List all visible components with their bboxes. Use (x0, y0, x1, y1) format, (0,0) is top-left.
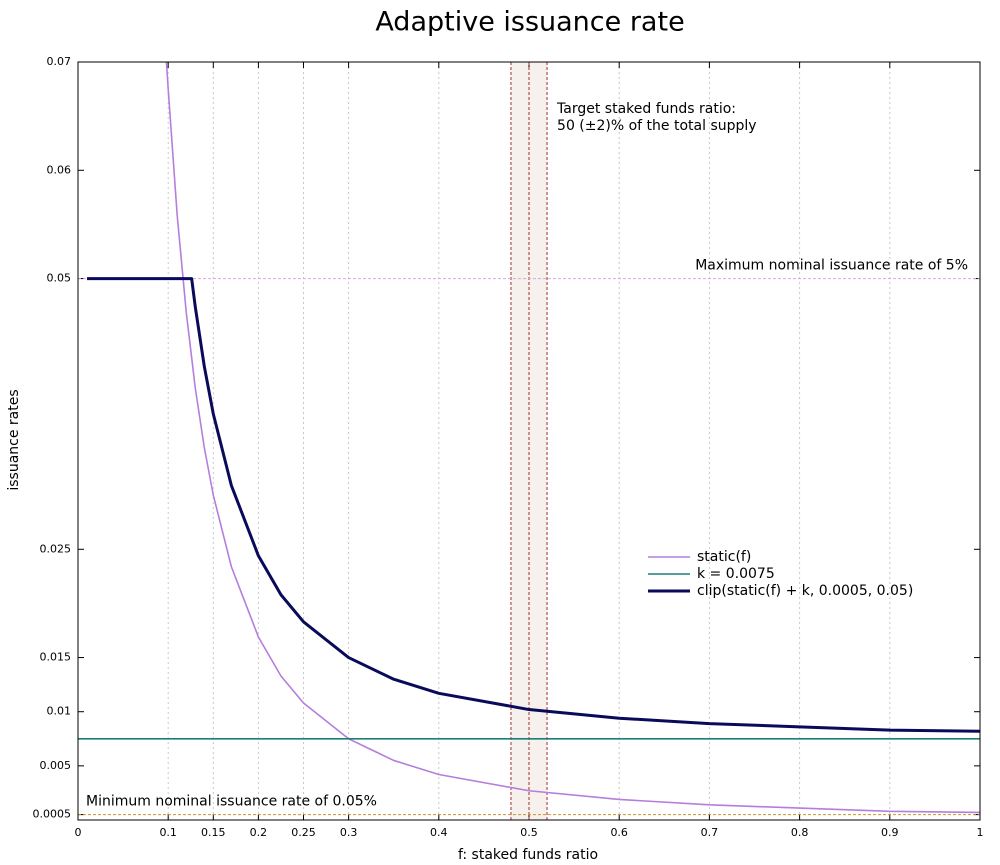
x-tick-label: 0.6 (610, 826, 628, 839)
target-annotation: 50 (±2)% of the total supply (557, 118, 757, 134)
x-tick-label: 0.25 (291, 826, 316, 839)
legend-label: k = 0.0075 (697, 566, 775, 582)
x-tick-label: 0 (75, 826, 82, 839)
x-tick-label: 0.7 (701, 826, 719, 839)
x-tick-label: 0.15 (201, 826, 226, 839)
x-tick-label: 0.8 (791, 826, 809, 839)
chart-title: Adaptive issuance rate (375, 7, 684, 38)
y-axis-label: issuance rates (6, 389, 22, 490)
reference-annotation: Maximum nominal issuance rate of 5% (695, 258, 968, 274)
x-tick-label: 0.2 (250, 826, 268, 839)
y-tick-label: 0.015 (40, 651, 72, 664)
x-axis-label: f: staked funds ratio (458, 847, 598, 863)
reference-annotation: Minimum nominal issuance rate of 0.05% (86, 794, 377, 810)
y-tick-label: 0.025 (40, 542, 72, 555)
x-tick-label: 0.9 (881, 826, 899, 839)
legend-label: clip(static(f) + k, 0.0005, 0.05) (697, 583, 913, 599)
target-annotation: Target staked funds ratio: (556, 101, 736, 117)
y-tick-label: 0.0005 (33, 808, 72, 821)
plot-frame (77, 61, 981, 821)
x-tick-label: 1 (977, 826, 984, 839)
x-tick-label: 0.1 (159, 826, 177, 839)
x-tick-label: 0.3 (340, 826, 358, 839)
y-tick-label: 0.07 (47, 55, 72, 68)
y-tick-label: 0.01 (47, 705, 72, 718)
y-tick-label: 0.06 (47, 163, 72, 176)
series-line (165, 61, 981, 814)
x-tick-label: 0.4 (430, 826, 448, 839)
series-line (87, 277, 981, 733)
y-tick-label: 0.05 (47, 272, 72, 285)
legend-label: static(f) (697, 549, 751, 565)
y-tick-label: 0.005 (40, 759, 72, 772)
x-tick-label: 0.5 (520, 826, 538, 839)
